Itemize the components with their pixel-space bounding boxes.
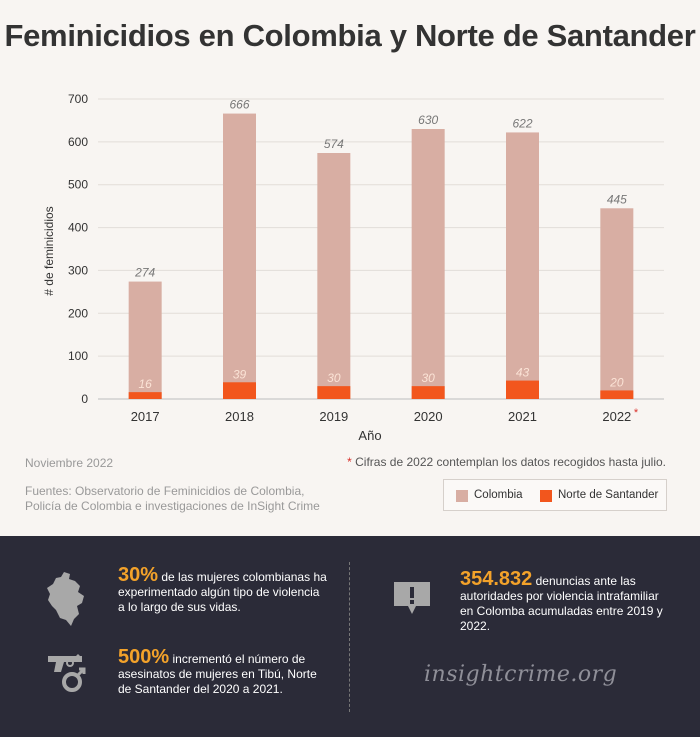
footnote-star: * bbox=[347, 455, 352, 469]
label-colombia-2017: 274 bbox=[134, 266, 155, 280]
x-tick-marker-2022: * bbox=[634, 407, 639, 419]
bar-norte-2020 bbox=[411, 386, 445, 399]
bar-norte-2022 bbox=[600, 390, 634, 399]
sources: Fuentes: Observatorio de Feminicidios de… bbox=[25, 484, 355, 514]
x-tick-2017: 2017 bbox=[131, 409, 160, 424]
x-tick-2019: 2019 bbox=[319, 409, 348, 424]
label-norte-2020: 30 bbox=[421, 371, 435, 385]
stat-complaints-text: denuncias ante las autoridades por viole… bbox=[460, 574, 663, 633]
bar-norte-2017 bbox=[128, 392, 162, 399]
publication-date: Noviembre 2022 bbox=[25, 456, 114, 470]
label-norte-2019: 30 bbox=[327, 371, 341, 385]
y-tick-600: 600 bbox=[68, 135, 88, 149]
stats-panel: 30% de las mujeres colombianas ha experi… bbox=[0, 536, 700, 737]
gun-female-icon bbox=[48, 654, 86, 692]
y-tick-100: 100 bbox=[68, 349, 88, 363]
sources-line-2: Policía de Colombia e investigaciones de… bbox=[25, 499, 320, 513]
stat-complaints: 354.832 denuncias ante las autoridades p… bbox=[460, 569, 675, 634]
bar-norte-2019 bbox=[317, 386, 351, 399]
divider bbox=[349, 562, 350, 712]
label-colombia-2019: 574 bbox=[324, 137, 344, 151]
bar-colombia-2019 bbox=[317, 153, 351, 399]
y-tick-200: 200 bbox=[68, 306, 88, 320]
label-norte-2018: 39 bbox=[233, 367, 247, 381]
bar-norte-2021 bbox=[506, 380, 539, 399]
stat-tibu-value: 500% bbox=[118, 646, 170, 668]
stat-tibu-text: incrementó el número de asesinatos de mu… bbox=[118, 652, 317, 696]
bar-colombia-2017 bbox=[128, 281, 162, 399]
y-tick-500: 500 bbox=[68, 178, 88, 192]
label-colombia-2021: 622 bbox=[512, 116, 532, 130]
legend: Colombia Norte de Santander bbox=[443, 479, 667, 511]
bar-colombia-2020 bbox=[411, 129, 445, 399]
x-axis-title: Año bbox=[358, 428, 382, 443]
stat-complaints-value: 354.832 bbox=[460, 568, 533, 590]
stat-violence-text: de las mujeres colombianas ha experiment… bbox=[118, 570, 327, 614]
colombia-map-icon bbox=[47, 572, 84, 626]
y-tick-0: 0 bbox=[81, 392, 88, 406]
label-colombia-2022: 445 bbox=[607, 192, 627, 206]
legend-swatch-colombia bbox=[456, 490, 468, 502]
bar-norte-2018 bbox=[223, 382, 256, 399]
bar-colombia-2022 bbox=[600, 208, 634, 399]
footnote-text: Cifras de 2022 contemplan los datos reco… bbox=[355, 455, 666, 469]
bar-colombia-2021 bbox=[506, 132, 539, 399]
label-colombia-2018: 666 bbox=[229, 98, 249, 112]
alert-speech-icon bbox=[394, 582, 430, 614]
stat-violence: 30% de las mujeres colombianas ha experi… bbox=[118, 565, 328, 615]
sources-line-1: Fuentes: Observatorio de Feminicidios de… bbox=[25, 484, 305, 498]
label-norte-2017: 16 bbox=[138, 377, 152, 391]
label-norte-2022: 20 bbox=[609, 375, 624, 389]
x-tick-2018: 2018 bbox=[225, 409, 254, 424]
stat-tibu: 500% incrementó el número de asesinatos … bbox=[118, 647, 328, 697]
label-norte-2021: 43 bbox=[516, 366, 530, 380]
stat-violence-value: 30% bbox=[118, 564, 159, 586]
x-tick-2020: 2020 bbox=[414, 409, 443, 424]
y-tick-700: 700 bbox=[68, 92, 88, 106]
label-colombia-2020: 630 bbox=[418, 113, 438, 127]
legend-label-norte: Norte de Santander bbox=[558, 489, 659, 501]
x-tick-2022: 2022 bbox=[602, 409, 631, 424]
chart-title: Feminicidios en Colombia y Norte de Sant… bbox=[4, 18, 696, 53]
y-tick-400: 400 bbox=[68, 221, 88, 235]
bar-chart: 0 100 200 300 400 500 600 700 274 16 2017 666 39 2018… bbox=[68, 92, 664, 424]
legend-label-colombia: Colombia bbox=[474, 489, 523, 501]
legend-swatch-norte bbox=[540, 490, 552, 502]
y-axis-title: # de feminicidios bbox=[42, 206, 56, 296]
brand-logo: insightcrime.org bbox=[424, 662, 618, 687]
bar-colombia-2018 bbox=[223, 113, 256, 400]
y-tick-300: 300 bbox=[68, 263, 88, 277]
footnote: * Cifras de 2022 contemplan los datos re… bbox=[347, 455, 666, 469]
x-tick-2021: 2021 bbox=[508, 409, 537, 424]
